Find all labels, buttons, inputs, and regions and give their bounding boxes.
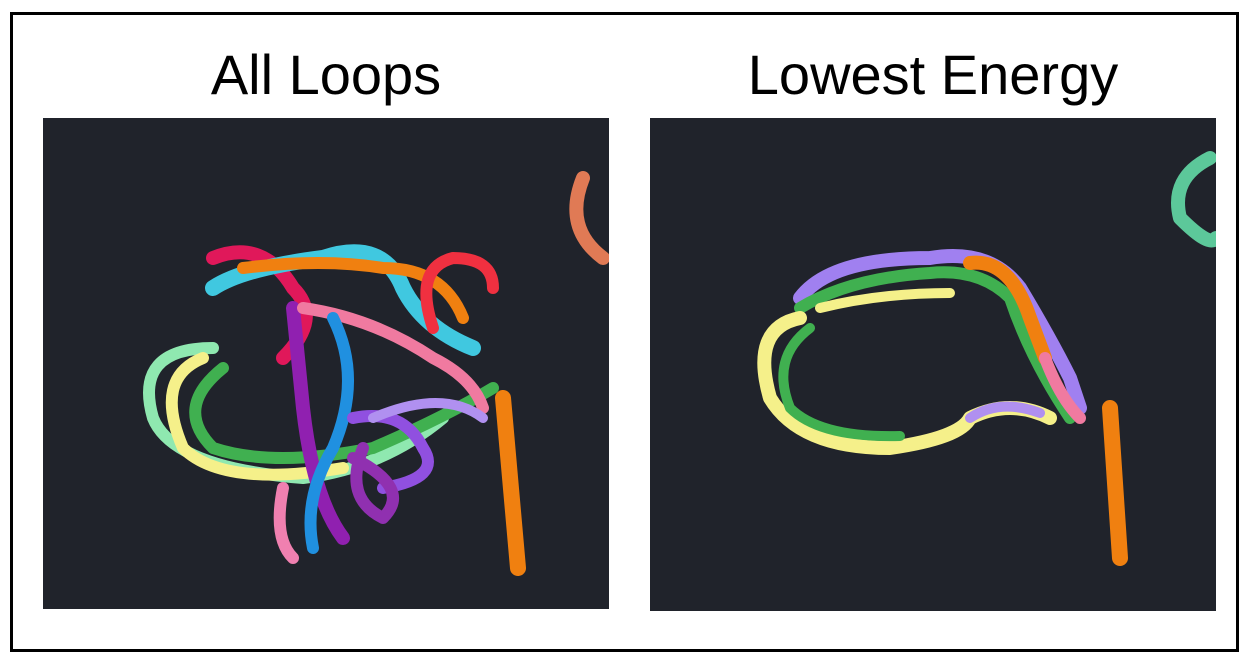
- figure: {"panels": [{"title": "All Loops"}, {"ti…: [0, 0, 1245, 633]
- panel-title: Lowest Energy: [650, 42, 1216, 108]
- loop-rendering: [43, 118, 609, 609]
- loop-rendering: [650, 118, 1216, 611]
- panel-title: All Loops: [43, 42, 609, 108]
